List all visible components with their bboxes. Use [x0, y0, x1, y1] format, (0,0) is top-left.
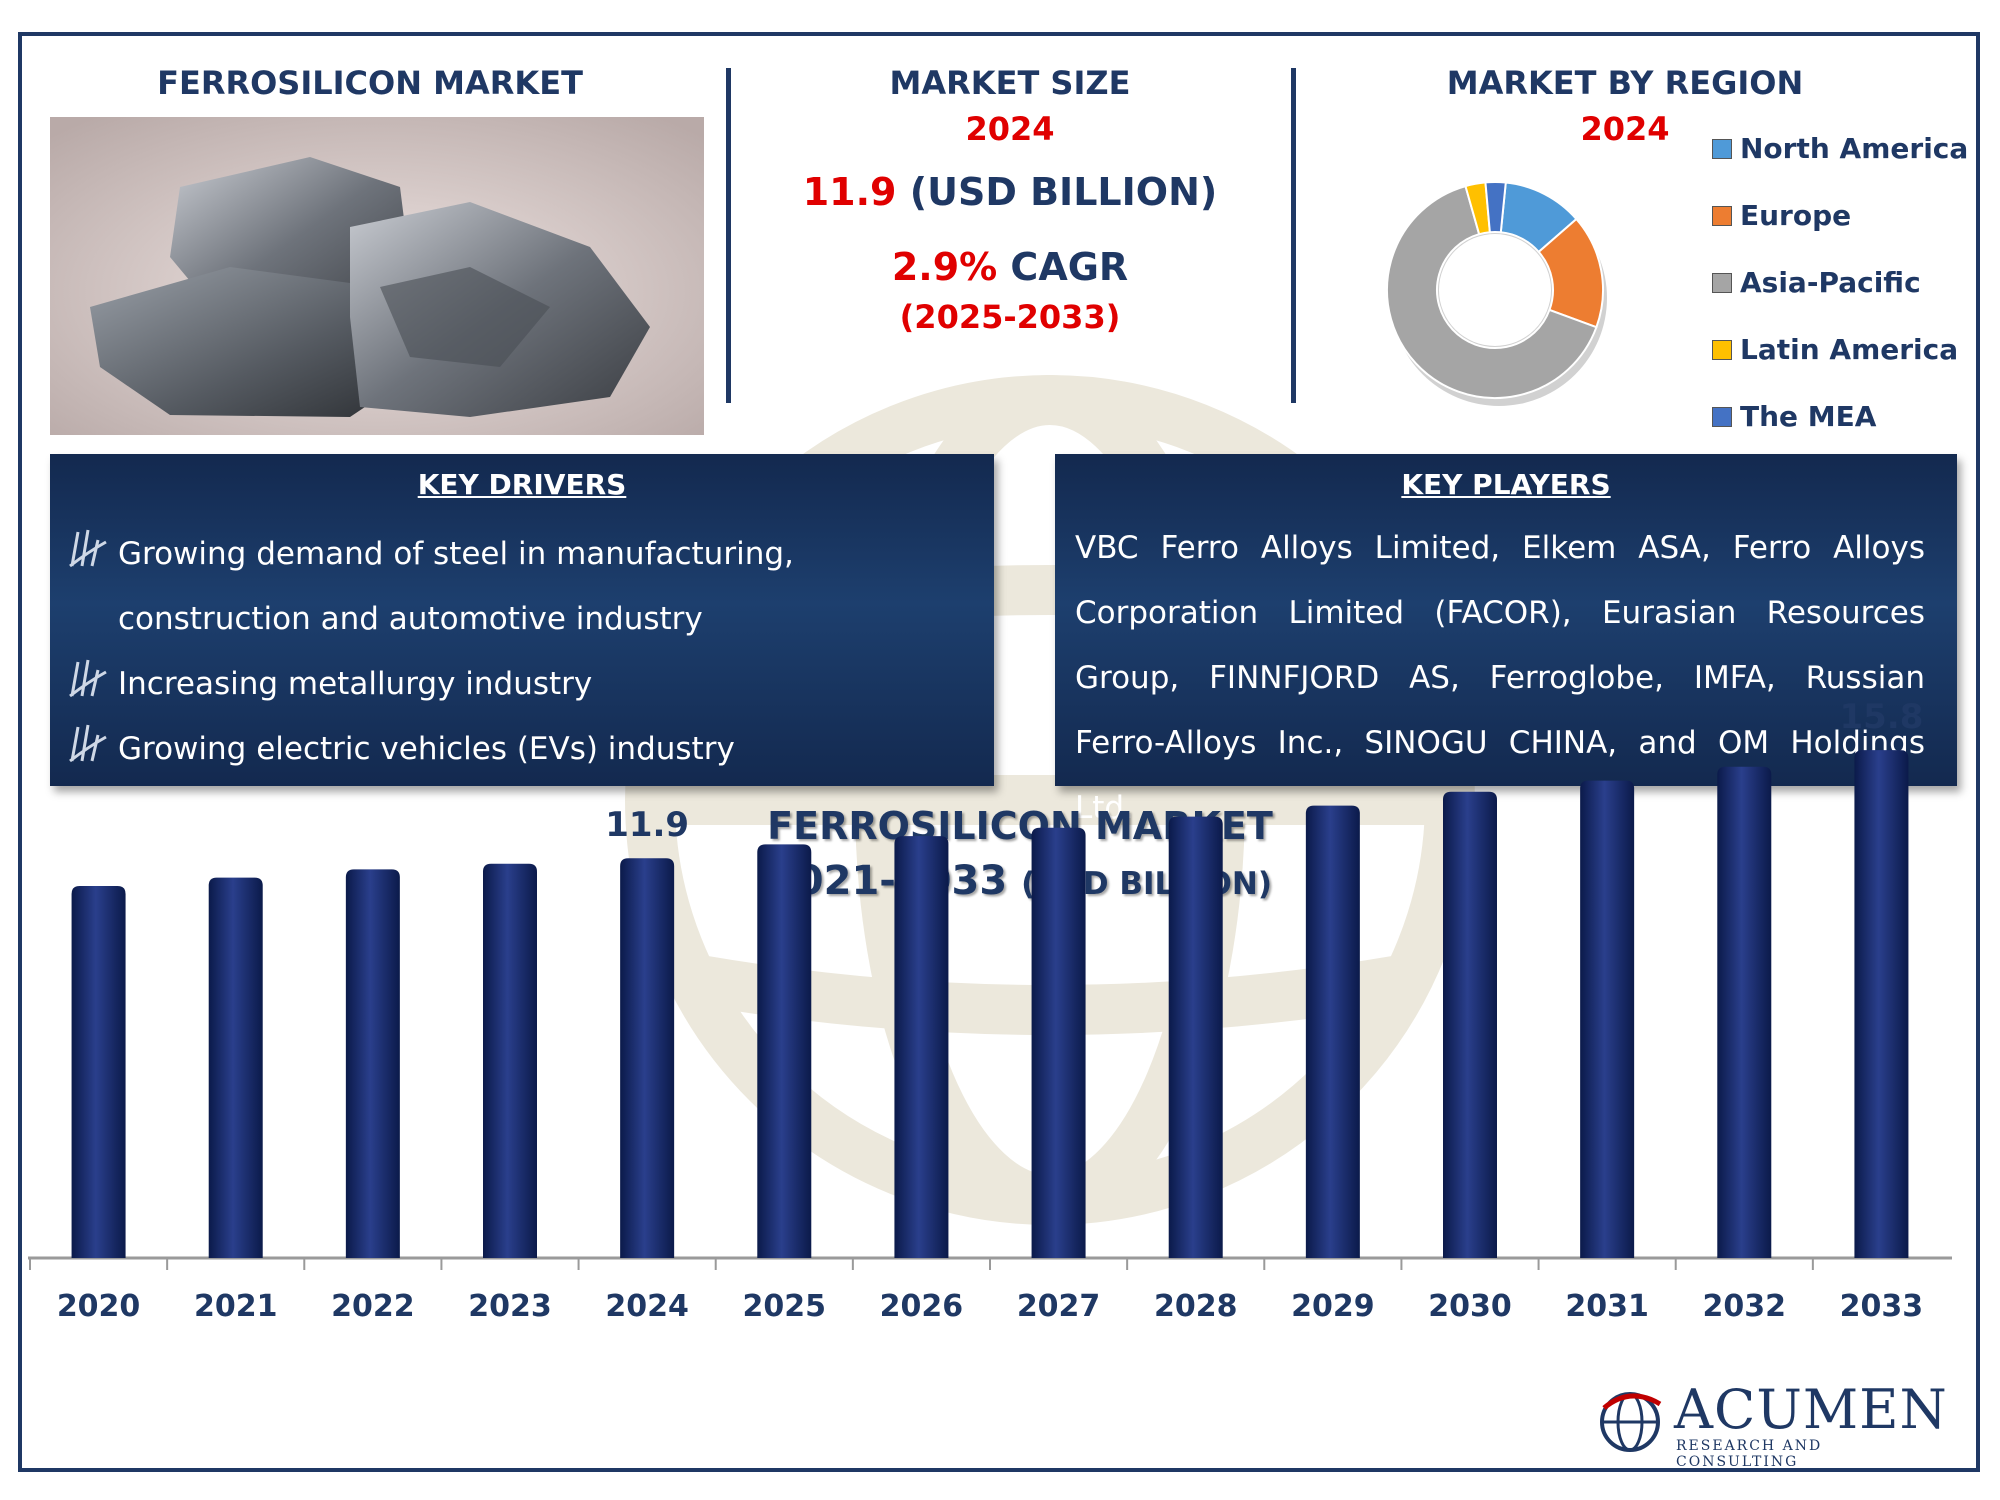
x-tick-label: 2031	[1565, 1289, 1649, 1324]
legend-swatch	[1712, 406, 1732, 427]
driver-item: Increasing metallurgy industry	[68, 652, 974, 725]
legend-swatch	[1712, 272, 1732, 293]
x-tick-label: 2022	[331, 1289, 415, 1324]
logo-name: ACUMEN	[1674, 1378, 1948, 1441]
key-players-title: KEY PLAYERS	[1401, 468, 1611, 501]
market-size-unit: (USD BILLION)	[896, 170, 1218, 214]
growth-bullet-icon	[68, 652, 118, 725]
x-tick-label: 2023	[468, 1289, 552, 1324]
x-tick-label: 2028	[1154, 1289, 1238, 1324]
bar-2029	[1305, 805, 1360, 1258]
divider-left	[726, 68, 731, 403]
bar-2032	[1717, 766, 1772, 1258]
legend-label: Asia-Pacific	[1740, 266, 1921, 299]
x-tick-label: 2027	[1017, 1289, 1101, 1324]
x-tick-label: 2026	[880, 1289, 964, 1324]
legend-label: Latin America	[1740, 333, 1959, 366]
key-drivers-panel: KEY DRIVERS Growing demand of steel in m…	[50, 454, 994, 786]
driver-item: Growing demand of steel in manufacturing…	[68, 522, 974, 652]
logo-tagline: RESEARCH AND CONSULTING	[1676, 1438, 1823, 1470]
x-tick-label: 2024	[605, 1289, 689, 1324]
bar-2020	[71, 885, 126, 1258]
bar-2033	[1854, 750, 1909, 1258]
x-tick-label: 2021	[194, 1289, 278, 1324]
x-tick-label: 2030	[1428, 1289, 1512, 1324]
bar-2027	[1031, 827, 1086, 1258]
region-donut-chart	[1386, 181, 1607, 406]
cagr-label: CAGR	[997, 245, 1129, 289]
ferrosilicon-photo	[50, 117, 704, 435]
market-title: FERROSILICON MARKET	[157, 64, 583, 102]
data-label: 15.8	[1839, 697, 1923, 737]
legend-item: Europe	[1712, 199, 1851, 232]
key-players-text: VBC Ferro Alloys Limited, Elkem ASA, Fer…	[1075, 530, 1925, 826]
bar-2022	[345, 869, 400, 1258]
market-size-value: 11.9	[802, 170, 897, 214]
donut-slice	[1386, 184, 1598, 399]
driver-text: Growing demand of steel in manufacturing…	[118, 536, 794, 637]
bar-chart: 2020 2021 2022 2023 2024 11.9 2025 2026 2027 2028…	[28, 697, 1952, 1324]
cagr-value: 2.9%	[891, 245, 998, 289]
bar-2026	[894, 836, 949, 1258]
market-size-year: 2024	[965, 110, 1055, 148]
bar-2021	[208, 877, 263, 1258]
legend-item: Latin America	[1712, 333, 1958, 366]
driver-item: Growing electric vehicles (EVs) industry	[68, 717, 974, 790]
x-tick-label: 2029	[1291, 1289, 1375, 1324]
bar-2031	[1580, 780, 1635, 1258]
legend-item: Asia-Pacific	[1712, 266, 1921, 299]
divider-right	[1291, 68, 1296, 403]
cagr-period: (2025-2033)	[899, 298, 1121, 336]
data-label: 11.9	[605, 805, 689, 845]
legend-label: Europe	[1740, 199, 1852, 232]
market-size-title: MARKET SIZE	[889, 64, 1131, 102]
region-title: MARKET BY REGION	[1446, 64, 1804, 102]
bar-2025	[757, 844, 812, 1258]
legend-label: North America	[1740, 132, 1969, 165]
bar-2023	[483, 863, 537, 1258]
growth-bullet-icon	[68, 717, 118, 790]
legend-item: The MEA	[1712, 400, 1876, 433]
region-year: 2024	[1580, 110, 1670, 148]
x-tick-label: 2033	[1840, 1289, 1924, 1324]
donut-slice	[1484, 181, 1507, 234]
x-tick-label: 2032	[1703, 1289, 1787, 1324]
legend-swatch	[1712, 205, 1732, 226]
legend-label: The MEA	[1740, 400, 1877, 433]
driver-text: Increasing metallurgy industry	[118, 666, 593, 702]
acumen-logo: ACUMEN RESEARCH AND CONSULTING	[1590, 1378, 1950, 1470]
bar-2024	[620, 858, 675, 1258]
growth-bullet-icon	[68, 522, 118, 652]
x-tick-label: 2025	[743, 1289, 827, 1324]
globe-logo-icon	[1600, 1392, 1662, 1452]
legend-item: North America	[1712, 132, 1968, 165]
legend-swatch	[1712, 339, 1732, 360]
bar-2028	[1168, 816, 1223, 1258]
bar-2030	[1443, 791, 1497, 1258]
market-size-value-line: 11.9 (USD BILLION)	[740, 170, 1280, 214]
cagr-line: 2.9% CAGR	[740, 245, 1280, 289]
driver-text: Growing electric vehicles (EVs) industry	[118, 731, 735, 767]
key-drivers-title: KEY DRIVERS	[417, 468, 627, 501]
legend-swatch	[1712, 138, 1732, 159]
x-tick-label: 2020	[57, 1289, 141, 1324]
key-players-panel: KEY PLAYERS VBC Ferro Alloys Limited, El…	[1055, 454, 1957, 826]
